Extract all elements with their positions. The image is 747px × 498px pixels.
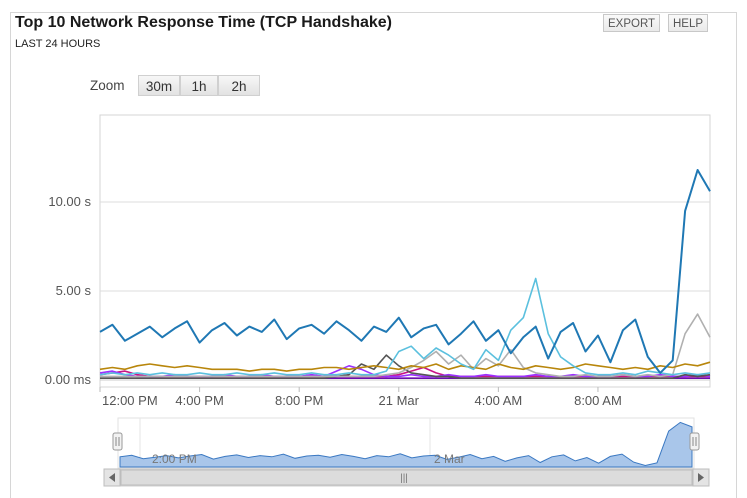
y-axis-ticks: 0.00 ms 5.00 s 10.00 s	[45, 194, 92, 387]
chart-panel	[10, 12, 737, 498]
zoom-30m-button[interactable]: 30m	[138, 75, 180, 96]
series-line[interactable]	[99, 277, 711, 376]
series-line[interactable]	[99, 361, 711, 372]
x-tick-label: 8:00 AM	[574, 393, 622, 408]
navigator-area	[119, 421, 693, 468]
navigator-left-handle[interactable]	[112, 432, 123, 451]
x-tick-label: 12:00 PM	[102, 393, 158, 408]
export-button[interactable]: EXPORT	[603, 14, 661, 32]
scroll-right-button[interactable]	[692, 468, 710, 487]
navigator-label: 2:00 PM	[152, 452, 197, 466]
series-group	[99, 169, 711, 379]
scrollbar-thumb[interactable]	[120, 469, 693, 486]
navigator-right-handle[interactable]	[689, 432, 700, 451]
chart-subtitle: LAST 24 HOURS	[15, 38, 101, 50]
series-line[interactable]	[100, 313, 711, 378]
x-tick-label: 21 Mar	[379, 393, 420, 408]
navigator-label: 2 Mar	[434, 452, 465, 466]
plot-area	[99, 114, 711, 388]
y-tick-label: 0.00 ms	[45, 372, 92, 387]
x-tick-label: 8:00 PM	[275, 393, 323, 408]
x-tick-label: 4:00 PM	[175, 393, 223, 408]
chart-title: Top 10 Network Response Time (TCP Handsh…	[15, 14, 392, 31]
scrollbar-thumb-grip: |||	[400, 473, 408, 484]
x-axis-ticks: 12:00 PM 4:00 PM 8:00 PM 21 Mar 4:00 AM 8:00 …	[99, 387, 622, 408]
x-tick-label: 4:00 AM	[475, 393, 523, 408]
zoom-label: Zoom	[90, 78, 125, 93]
series-line[interactable]	[99, 169, 711, 374]
y-tick-label: 5.00 s	[56, 283, 92, 298]
grid-lines	[100, 201, 710, 381]
scroll-left-button[interactable]	[103, 468, 121, 487]
zoom-2h-button[interactable]: 2h	[218, 75, 260, 96]
zoom-1h-button[interactable]: 1h	[180, 75, 218, 96]
y-tick-label: 10.00 s	[48, 194, 91, 209]
help-button[interactable]: HELP	[668, 14, 709, 32]
